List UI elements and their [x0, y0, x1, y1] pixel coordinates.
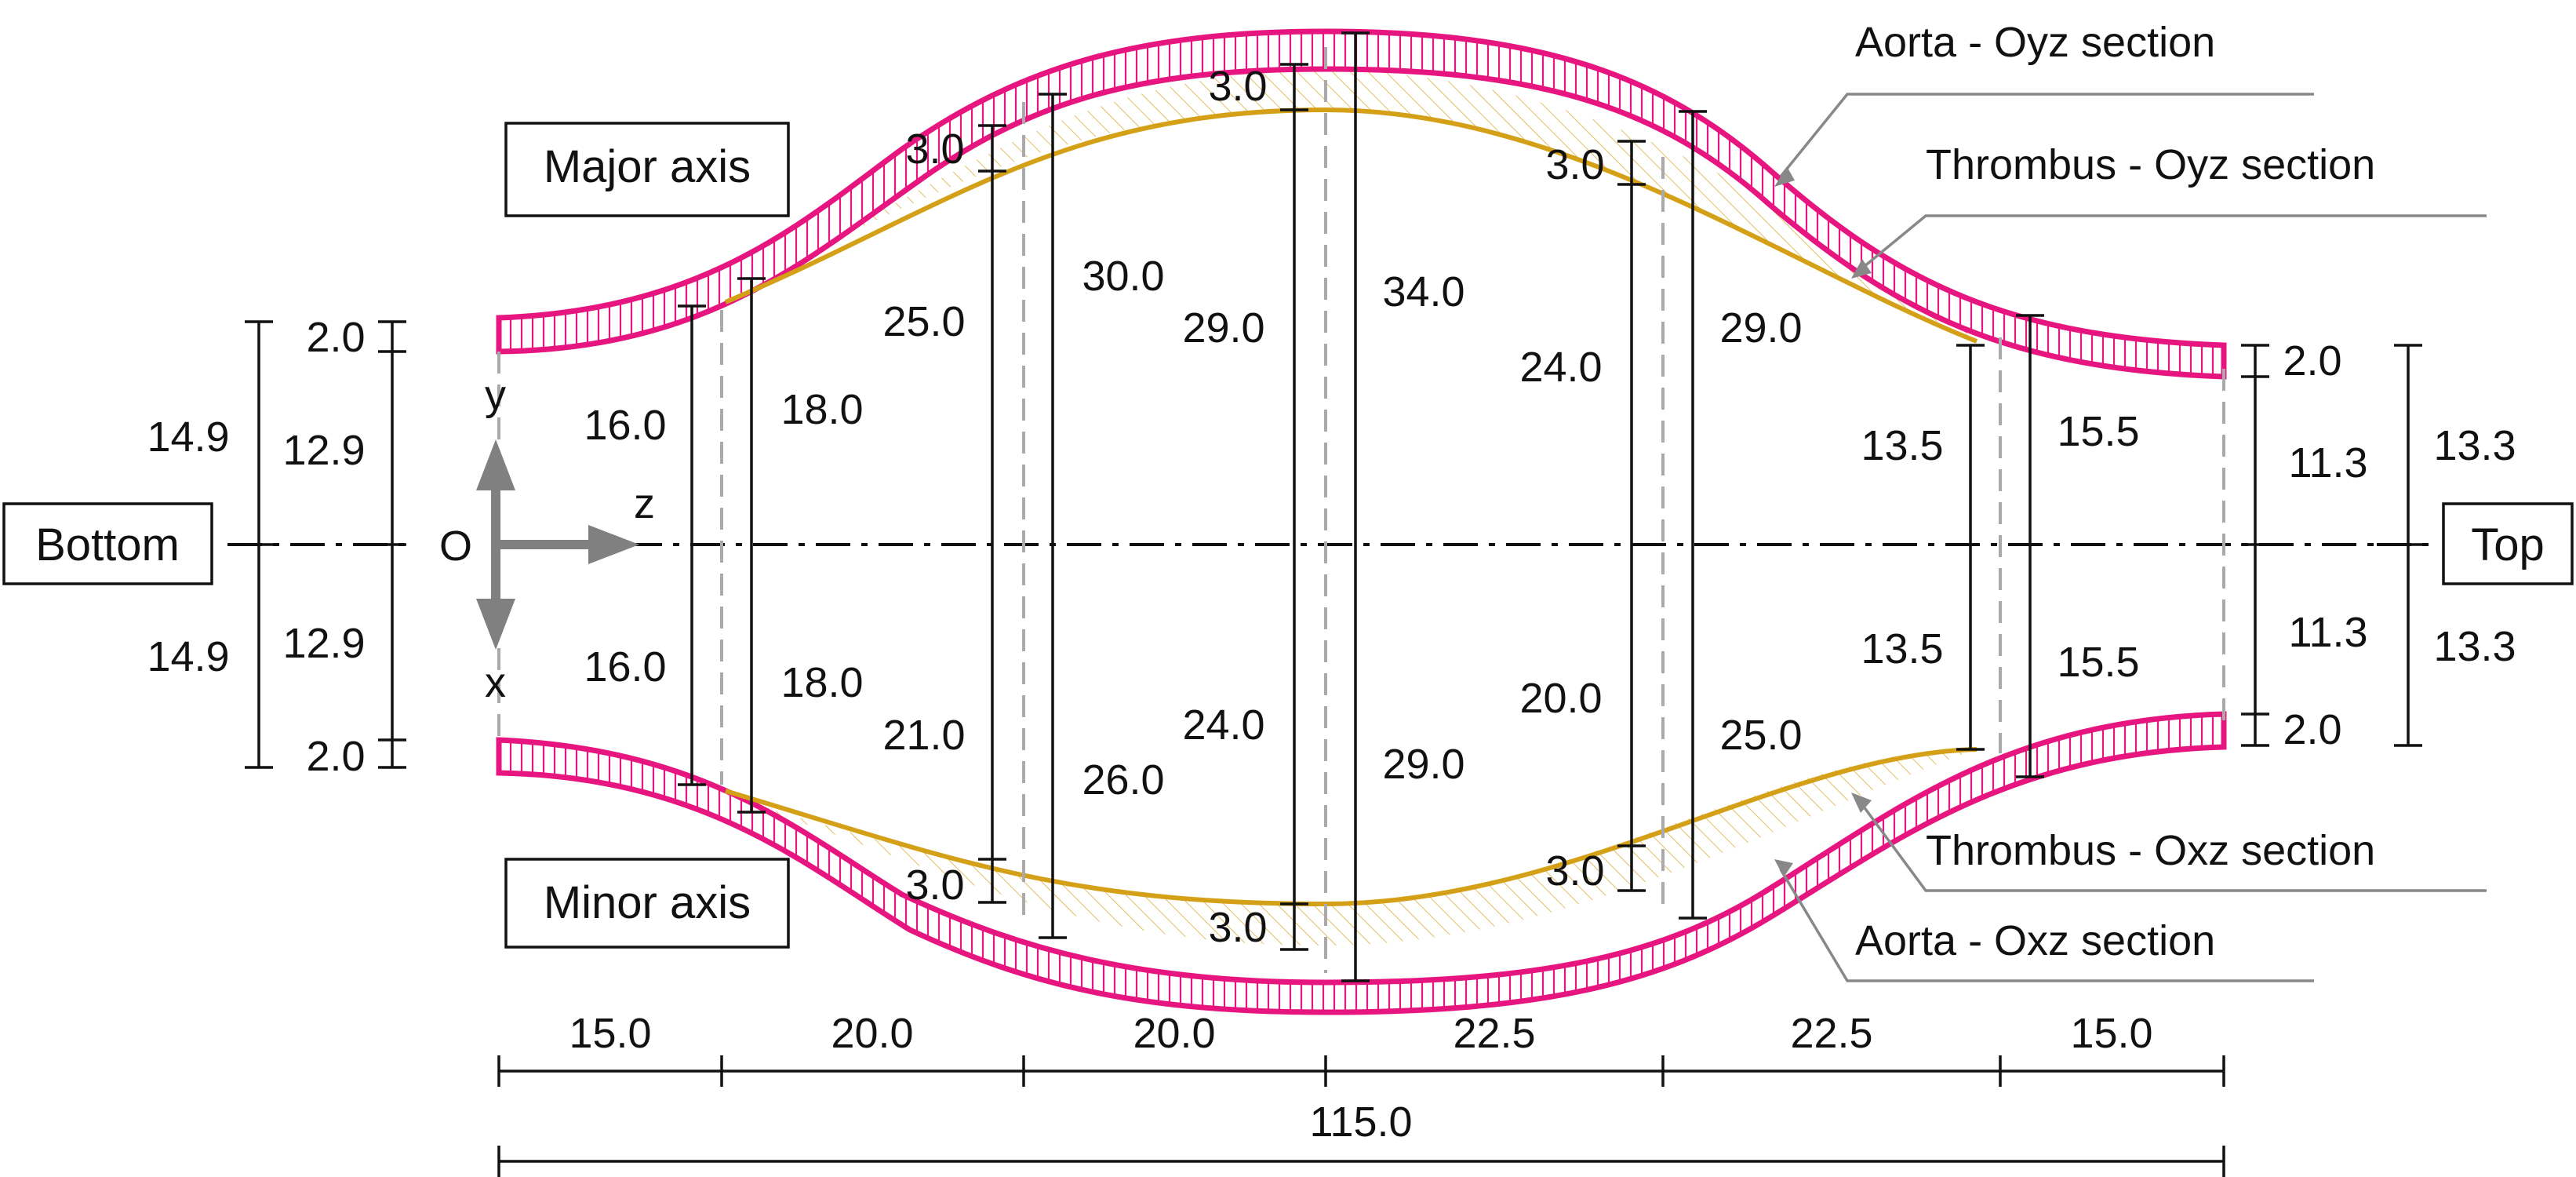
svg-text:21.0: 21.0	[882, 712, 965, 759]
svg-text:25.0: 25.0	[882, 298, 965, 345]
svg-text:20.0: 20.0	[831, 1010, 913, 1057]
svg-text:30.0: 30.0	[1082, 253, 1164, 300]
svg-text:18.0: 18.0	[780, 659, 863, 706]
svg-text:29.0: 29.0	[1719, 304, 1802, 352]
svg-text:12.9: 12.9	[282, 427, 365, 474]
legend-thrombus-oxz: Thrombus - Oxz section	[1926, 827, 2375, 874]
dimension-labels: 14.9 14.9 12.9 12.9 2.0 2.0 16.0 16.0 18…	[147, 63, 2516, 951]
aorta-oxz-wall	[496, 711, 2227, 1015]
svg-text:11.3: 11.3	[2288, 439, 2367, 486]
svg-text:14.9: 14.9	[147, 633, 229, 680]
length-labels: 15.0 20.0 20.0 22.5 22.5 15.0 115.0	[569, 1010, 2152, 1146]
svg-text:3.0: 3.0	[905, 126, 964, 173]
thrombus-oxz-region	[722, 749, 1977, 946]
svg-text:115.0: 115.0	[1309, 1099, 1412, 1146]
y-axis-label: y	[485, 372, 506, 419]
legend-aorta-oxz: Aorta - Oxz section	[1855, 917, 2215, 964]
thrombus-oxz-curve	[725, 747, 1977, 907]
bottom-box	[2, 502, 213, 585]
svg-text:2.0: 2.0	[2283, 337, 2341, 384]
svg-text:3.0: 3.0	[1545, 847, 1604, 895]
svg-text:25.0: 25.0	[1719, 712, 1802, 759]
x-axis-label: x	[485, 659, 506, 706]
svg-text:13.3: 13.3	[2433, 623, 2516, 670]
top-box	[2442, 502, 2574, 585]
svg-text:16.0: 16.0	[584, 402, 666, 449]
svg-text:24.0: 24.0	[1519, 344, 1602, 391]
svg-text:3.0: 3.0	[905, 862, 964, 909]
svg-text:29.0: 29.0	[1382, 741, 1464, 788]
legend-thrombus-oyz: Thrombus - Oyz section	[1926, 141, 2375, 188]
length-dimensions	[497, 1055, 2225, 1177]
bottom-label: Bottom	[35, 519, 180, 570]
coordinate-axes	[476, 439, 639, 650]
legend-leaders	[1779, 93, 2487, 982]
legend-arrowheads	[1774, 166, 1872, 877]
thrombus-oyz-curve	[724, 107, 1978, 344]
svg-text:26.0: 26.0	[1082, 756, 1164, 803]
svg-text:11.3: 11.3	[2288, 609, 2367, 656]
minor-axis-label: Minor axis	[544, 877, 751, 928]
legend-aorta-oyz: Aorta - Oyz section	[1855, 19, 2215, 66]
svg-text:2.0: 2.0	[306, 314, 365, 361]
svg-text:14.9: 14.9	[147, 414, 229, 461]
svg-text:15.0: 15.0	[569, 1010, 651, 1057]
major-axis-label: Major axis	[544, 141, 751, 192]
svg-text:16.0: 16.0	[584, 643, 666, 691]
major-axis-box	[504, 122, 790, 217]
svg-text:13.5: 13.5	[1861, 625, 1943, 672]
svg-text:12.9: 12.9	[282, 620, 365, 667]
svg-text:18.0: 18.0	[780, 386, 863, 433]
svg-text:13.3: 13.3	[2433, 422, 2516, 469]
top-label: Top	[2471, 519, 2545, 570]
svg-text:3.0: 3.0	[1545, 141, 1604, 188]
svg-text:2.0: 2.0	[2283, 706, 2341, 753]
z-axis-label: z	[634, 480, 655, 527]
svg-text:3.0: 3.0	[1208, 63, 1267, 110]
svg-text:22.5: 22.5	[1453, 1010, 1535, 1057]
svg-text:22.5: 22.5	[1790, 1010, 1872, 1057]
vertical-dimensions	[245, 31, 2422, 982]
svg-text:13.5: 13.5	[1861, 422, 1943, 469]
origin-label: O	[439, 523, 472, 570]
svg-text:3.0: 3.0	[1208, 904, 1267, 951]
svg-text:20.0: 20.0	[1133, 1010, 1215, 1057]
svg-text:24.0: 24.0	[1182, 701, 1264, 749]
svg-text:15.5: 15.5	[2057, 408, 2139, 455]
svg-text:15.5: 15.5	[2057, 639, 2139, 686]
section-dashed-lines	[497, 47, 2225, 973]
thrombus-oyz-region	[722, 71, 1977, 337]
svg-text:2.0: 2.0	[306, 733, 365, 780]
svg-text:15.0: 15.0	[2070, 1010, 2152, 1057]
svg-text:34.0: 34.0	[1382, 268, 1464, 315]
minor-axis-box	[504, 858, 790, 949]
svg-text:29.0: 29.0	[1182, 304, 1264, 352]
svg-text:20.0: 20.0	[1519, 675, 1602, 722]
